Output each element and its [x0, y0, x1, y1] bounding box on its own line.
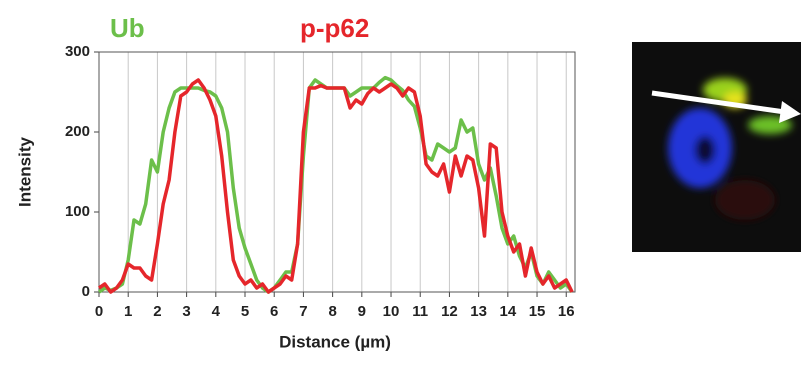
- x-tick-label: 2: [153, 303, 161, 320]
- x-tick-label: 13: [470, 303, 487, 320]
- x-tick-label: 5: [241, 303, 249, 320]
- x-tick-label: 8: [328, 303, 336, 320]
- x-tick-label: 16: [558, 303, 575, 320]
- x-tick-label: 4: [212, 303, 221, 320]
- x-tick-label: 3: [182, 303, 190, 320]
- micrograph: [632, 42, 801, 252]
- x-tick-label: 12: [441, 303, 458, 320]
- x-tick-label: 10: [383, 303, 400, 320]
- x-tick-label: 11: [412, 303, 428, 320]
- y-tick-label: 300: [65, 43, 90, 60]
- cell-red-dim: [715, 180, 775, 220]
- chart: Ub p-p62 Intensity Distance (µm) 0123456…: [0, 0, 801, 360]
- x-tick-label: 0: [95, 303, 103, 320]
- y-tick-label: 100: [65, 203, 90, 220]
- x-tick-label: 14: [499, 303, 516, 320]
- x-tick-label: 1: [124, 303, 132, 320]
- x-tick-label: 6: [270, 303, 278, 320]
- legend-label: p-p62: [300, 13, 369, 43]
- x-tick-label: 9: [358, 303, 366, 320]
- x-tick-label: 15: [529, 303, 546, 320]
- y-axis-title: Intensity: [15, 137, 34, 207]
- x-tick-label: 7: [299, 303, 307, 320]
- y-tick-label: 0: [82, 283, 90, 300]
- legend-label: Ub: [110, 13, 145, 43]
- page: Ub p-p62 Intensity Distance (µm) 0123456…: [0, 0, 801, 365]
- y-tick-label: 200: [65, 123, 90, 140]
- nucleus-hole: [695, 136, 715, 164]
- x-axis-title: Distance (µm): [279, 332, 391, 351]
